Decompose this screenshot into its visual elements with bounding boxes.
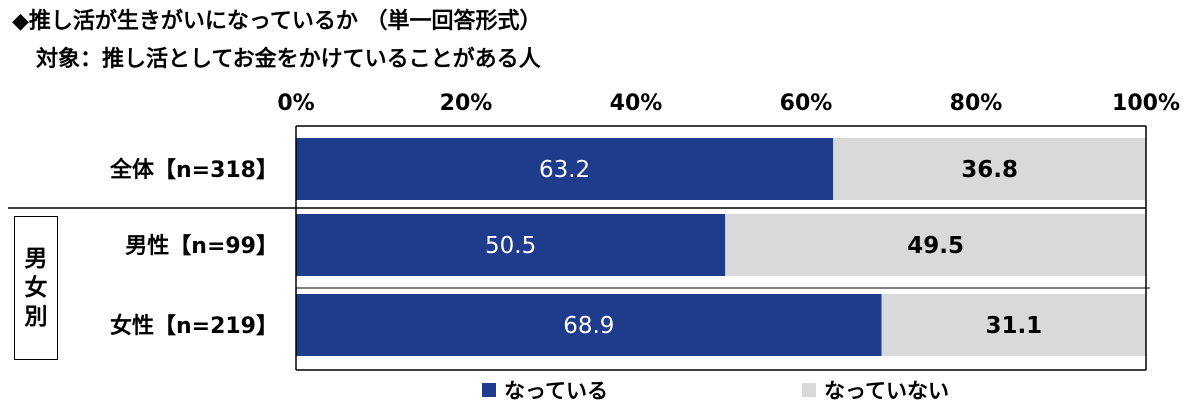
data-label: 68.9 [563, 313, 614, 339]
x-tick-label: 0% [277, 91, 314, 116]
bar-segment [296, 214, 726, 276]
x-tick-label: 40% [610, 91, 663, 116]
category-label: 男性【n=99】 [125, 234, 278, 259]
legend-item-series-2: なっていない [802, 376, 949, 404]
chart-subtitle: 対象：推し活としてお金をかけていることがある人 [36, 47, 541, 72]
x-tick-label: 100% [1112, 91, 1180, 116]
legend-item-series-1: なっている [482, 376, 608, 404]
bar-segment [881, 294, 1146, 356]
data-label: 50.5 [485, 233, 536, 259]
bar-segment [725, 214, 1146, 276]
data-label: 31.1 [985, 313, 1042, 339]
data-label: 49.5 [907, 233, 964, 259]
bar-segment [833, 138, 1146, 200]
category-label: 全体【n=318】 [109, 157, 278, 183]
group-label-char: 別 [24, 303, 48, 330]
x-tick-label: 80% [950, 91, 1003, 116]
data-label: 36.8 [961, 157, 1018, 183]
chart-title: ◆推し活が生きがいになっているか （単一回答形式） [12, 9, 542, 34]
legend-label: なっている [504, 379, 608, 403]
group-label-char: 女 [24, 274, 48, 301]
gender-group-label: 男 女 別 [14, 216, 58, 360]
legend-swatch [802, 383, 816, 397]
data-label: 63.2 [539, 157, 590, 183]
legend-label: なっていない [824, 379, 949, 403]
bar-segment [296, 138, 834, 200]
bar-segment [296, 294, 882, 356]
x-tick-label: 20% [440, 91, 493, 116]
legend-swatch [482, 383, 496, 397]
x-tick-label: 60% [780, 91, 833, 116]
category-label: 女性【n=219】 [110, 313, 278, 339]
group-label-char: 男 [24, 245, 48, 272]
